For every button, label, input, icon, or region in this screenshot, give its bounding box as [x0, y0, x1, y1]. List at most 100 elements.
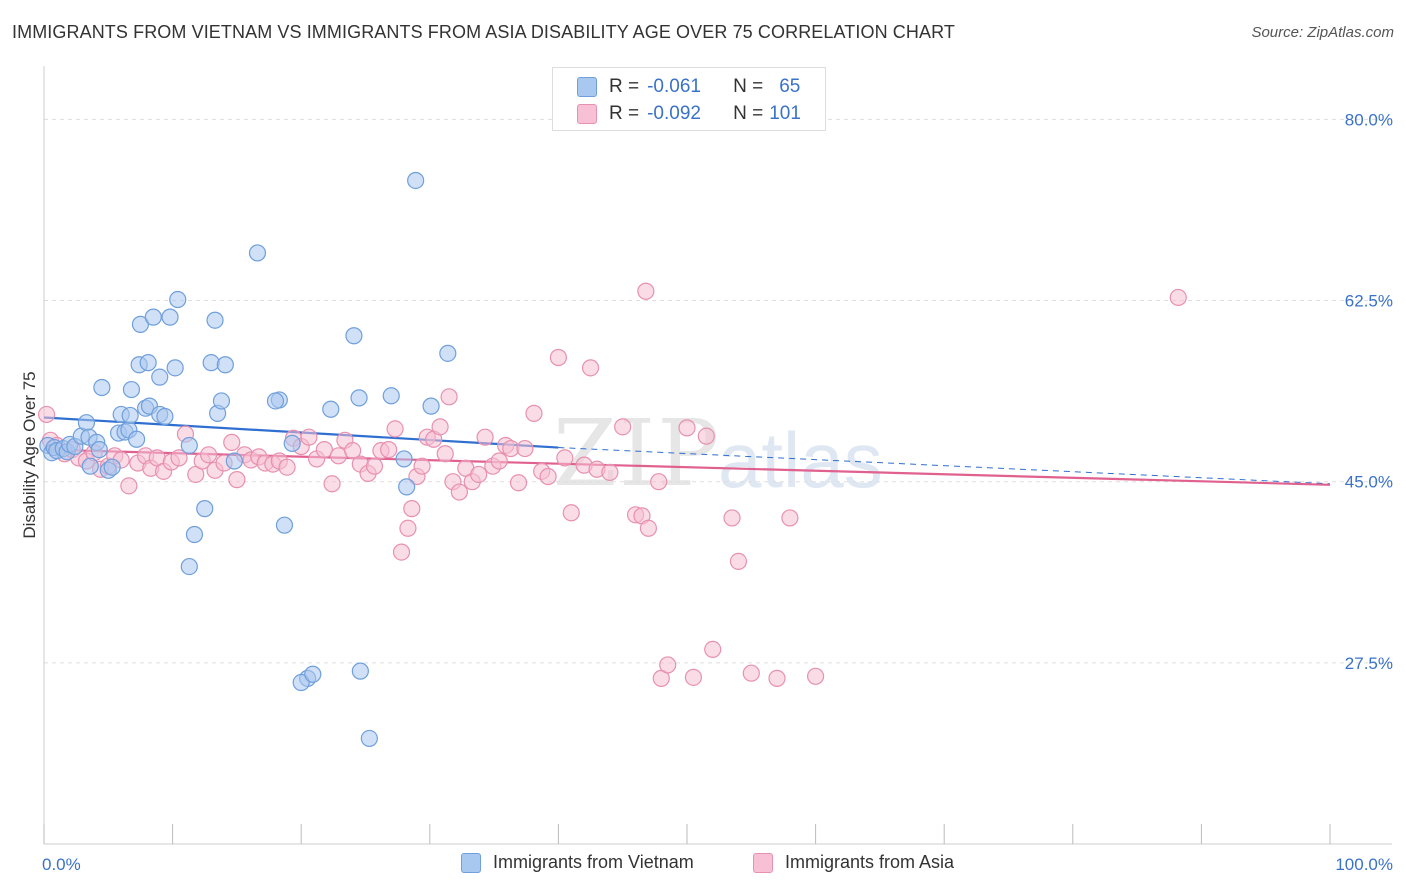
asia-point: [556, 449, 574, 467]
r-value: -0.061: [647, 76, 701, 97]
vietnam-point: [212, 392, 231, 410]
vietnam-point: [275, 516, 294, 534]
vietnam-point: [122, 380, 141, 399]
vietnam-point: [304, 665, 322, 683]
vietnam-point: [225, 452, 243, 470]
legend-item-asia[interactable]: Immigrants from Asia: [753, 852, 954, 873]
asia-point: [228, 471, 246, 489]
n-value: 101: [769, 103, 801, 124]
vietnam-point: [382, 387, 400, 405]
asia-point: [1169, 288, 1187, 307]
asia-point: [403, 500, 421, 518]
r-label: R =: [609, 76, 640, 97]
vietnam-point: [121, 406, 139, 425]
asia-point: [490, 452, 508, 470]
vietnam-point: [196, 500, 214, 518]
asia-point: [300, 428, 318, 446]
asia-point: [768, 669, 786, 687]
asia-swatch: [577, 104, 597, 124]
asia-point: [380, 441, 398, 459]
x-tick-label: 0.0%: [42, 855, 81, 874]
asia-point: [399, 519, 417, 537]
vietnam-point: [350, 389, 368, 407]
asia-point: [684, 668, 703, 686]
asia-point: [223, 433, 241, 451]
stats-legend: R = -0.061 N = 65 R = -0.092 N = 101: [552, 67, 826, 131]
vietnam-point: [351, 662, 369, 680]
vietnam-point: [139, 354, 157, 372]
asia-swatch: [753, 852, 773, 873]
vietnam-point: [161, 308, 179, 326]
asia-point: [723, 509, 741, 527]
asia-point: [170, 449, 188, 467]
tick-labels: 27.5% 45.0% 62.5% 80.0% 0.0% 100.0%: [42, 110, 1393, 874]
asia-point: [806, 667, 825, 685]
asia-point: [470, 465, 488, 484]
asia-point: [413, 457, 431, 475]
vietnam-point: [395, 450, 413, 468]
vietnam-point: [407, 171, 425, 190]
vietnam-point: [144, 308, 162, 326]
asia-point: [781, 509, 799, 527]
vietnam-point: [127, 430, 146, 448]
vietnam-point: [216, 356, 234, 374]
y-tick-label: 45.0%: [1345, 473, 1393, 492]
vietnam-point: [439, 344, 457, 362]
asia-point: [678, 419, 696, 437]
asia-point: [431, 418, 449, 436]
y-tick-label: 27.5%: [1345, 654, 1393, 673]
asia-point: [315, 441, 333, 459]
asia-point: [581, 359, 600, 377]
asia-point: [697, 427, 715, 445]
vietnam-point: [266, 392, 285, 410]
watermark-atlas: atlas: [718, 416, 883, 504]
asia-point: [509, 474, 528, 492]
asia-point: [344, 442, 362, 460]
asia-point: [704, 640, 722, 658]
asia-point: [539, 467, 557, 486]
asia-point: [516, 439, 534, 458]
vietnam-swatch: [461, 852, 481, 873]
vietnam-point: [103, 458, 121, 476]
legend-item-vietnam[interactable]: Immigrants from Vietnam: [461, 852, 694, 873]
asia-point: [601, 463, 619, 481]
data-points: [37, 171, 1187, 748]
gridlines: [44, 118, 1392, 664]
vietnam-point: [151, 368, 169, 386]
vietnam-point: [131, 315, 150, 333]
asia-point: [476, 428, 494, 446]
n-label: N =: [733, 103, 764, 124]
vietnam-point: [398, 478, 416, 496]
vietnam-point: [345, 327, 363, 345]
asia-point: [614, 418, 632, 436]
vietnam-point: [180, 557, 198, 576]
asia-point: [120, 477, 138, 495]
asia-point: [440, 388, 458, 406]
vietnam-point: [93, 378, 111, 397]
stats-row-asia: R = -0.092 N = 101: [577, 101, 801, 127]
vietnam-trend-extension: [558, 447, 1331, 485]
vietnam-point: [77, 414, 96, 432]
source-label: Source: ZipAtlas.com: [1251, 24, 1394, 41]
asia-point: [436, 445, 454, 463]
vietnam-point: [180, 436, 198, 455]
asia-point: [392, 543, 411, 561]
asia-point: [742, 664, 760, 682]
asia-point: [650, 473, 668, 491]
vietnam-point: [202, 354, 220, 372]
series-legend: Immigrants from Vietnam Immigrants from …: [0, 852, 1406, 878]
asia-point: [637, 282, 655, 300]
asia-point: [323, 475, 341, 493]
vietnam-point: [81, 457, 99, 475]
vietnam-point: [322, 400, 340, 418]
chart-title: IMMIGRANTS FROM VIETNAM VS IMMIGRANTS FR…: [12, 22, 955, 42]
asia-point: [200, 446, 218, 464]
asia-point: [365, 457, 384, 475]
asia-point: [37, 405, 56, 424]
legend-label: Immigrants from Vietnam: [493, 852, 694, 872]
vietnam-point: [422, 397, 440, 415]
vietnam-point: [360, 729, 378, 748]
legend-label: Immigrants from Asia: [785, 852, 955, 872]
asia-point: [639, 519, 658, 537]
